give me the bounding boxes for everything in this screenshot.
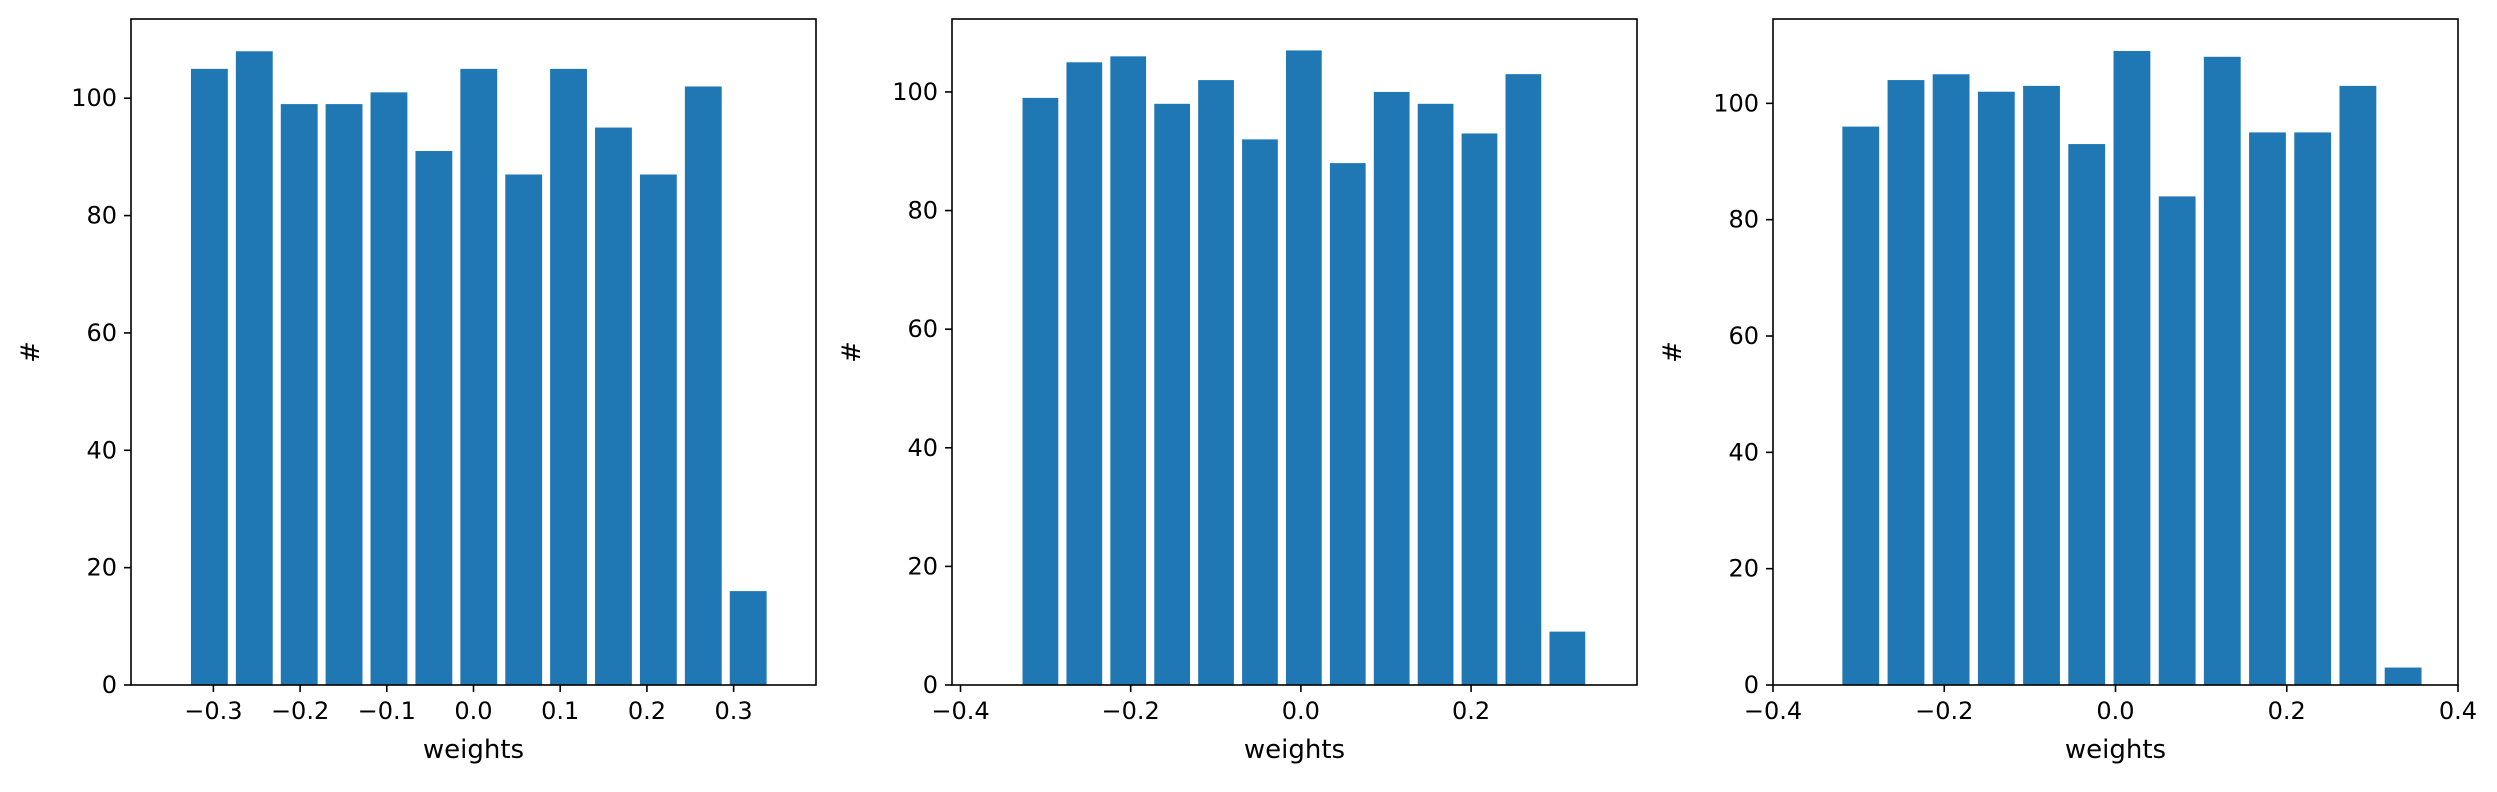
bar bbox=[280, 104, 318, 685]
bar bbox=[1461, 133, 1498, 685]
bar bbox=[415, 151, 453, 685]
y-tick-label: 80 bbox=[1728, 206, 1759, 234]
x-tick-label: −0.1 bbox=[358, 697, 416, 725]
y-axis-label: # bbox=[837, 341, 867, 363]
x-tick-label: −0.2 bbox=[271, 697, 329, 725]
y-tick-label: 60 bbox=[86, 319, 117, 347]
x-tick-label: 0.1 bbox=[541, 697, 579, 725]
y-tick-label: 0 bbox=[923, 671, 938, 699]
y-tick-label: 40 bbox=[907, 434, 938, 462]
bar bbox=[1242, 139, 1278, 685]
y-tick-label: 60 bbox=[1728, 322, 1759, 350]
bar bbox=[1066, 62, 1103, 686]
bar bbox=[1887, 80, 1925, 685]
bar bbox=[325, 104, 363, 685]
bar bbox=[639, 174, 677, 685]
x-tick-label: 0.4 bbox=[2439, 697, 2477, 725]
y-tick-label: 100 bbox=[1713, 89, 1759, 117]
x-axis-label: weights bbox=[423, 735, 524, 765]
axes-frame bbox=[951, 18, 1638, 686]
bar bbox=[370, 92, 408, 686]
x-tick-label: −0.3 bbox=[184, 697, 242, 725]
y-tick-label: 100 bbox=[71, 84, 117, 112]
x-tick-label: −0.2 bbox=[1915, 697, 1973, 725]
bar bbox=[1549, 631, 1586, 685]
bar bbox=[1154, 103, 1191, 685]
bar bbox=[1198, 80, 1234, 685]
histogram-left: −0.3 −0.2 −0.1 0.0 0.1 0.2 0.3 0 20 40 60 80 100 weig… bbox=[16, 18, 817, 765]
bar bbox=[1022, 97, 1059, 685]
y-axis-label: # bbox=[16, 341, 46, 363]
bar bbox=[684, 86, 722, 686]
bar bbox=[1505, 74, 1542, 685]
bar bbox=[2158, 196, 2196, 685]
bar bbox=[1417, 103, 1454, 685]
y-tick-label: 40 bbox=[86, 436, 117, 464]
x-tick-label: −0.4 bbox=[1744, 697, 1802, 725]
y-tick-label: 60 bbox=[907, 315, 938, 343]
y-tick-label: 100 bbox=[892, 78, 938, 106]
bar bbox=[2249, 132, 2286, 686]
x-tick-label: 0.0 bbox=[1282, 697, 1320, 725]
x-tick-label: 0.3 bbox=[715, 697, 753, 725]
y-tick-label: 20 bbox=[1728, 555, 1759, 583]
bar bbox=[460, 68, 498, 685]
y-tick-label: 0 bbox=[102, 671, 117, 699]
x-axis-label: weights bbox=[1244, 735, 1345, 765]
bar bbox=[190, 68, 228, 685]
bar bbox=[1932, 74, 1970, 685]
bar bbox=[1285, 50, 1322, 686]
bar bbox=[235, 51, 273, 685]
bar bbox=[1842, 126, 1880, 686]
bar bbox=[2339, 85, 2377, 685]
bar bbox=[1977, 91, 2015, 685]
bar bbox=[2203, 56, 2241, 686]
bar bbox=[2384, 667, 2422, 685]
bar bbox=[595, 127, 632, 685]
histogram-right: −0.4 −0.2 0.0 0.2 0.4 0 20 40 60 80 100 weights # bbox=[1658, 18, 2477, 765]
bar bbox=[2294, 132, 2332, 686]
y-tick-label: 80 bbox=[86, 202, 117, 230]
y-tick-label: 20 bbox=[907, 552, 938, 580]
bar bbox=[2113, 50, 2151, 686]
bar bbox=[2023, 85, 2060, 685]
bar bbox=[1373, 91, 1410, 685]
y-tick-label: 0 bbox=[1744, 671, 1759, 699]
bar bbox=[505, 174, 543, 685]
y-tick-label: 80 bbox=[907, 197, 938, 225]
bar bbox=[729, 591, 767, 685]
bar bbox=[550, 68, 587, 685]
y-tick-label: 20 bbox=[86, 554, 117, 582]
y-axis-label: # bbox=[1658, 341, 1688, 363]
x-tick-label: 0.0 bbox=[454, 697, 492, 725]
y-tick-label: 40 bbox=[1728, 438, 1759, 466]
bar bbox=[2068, 144, 2106, 685]
x-tick-label: −0.4 bbox=[931, 697, 989, 725]
x-tick-label: 0.2 bbox=[628, 697, 666, 725]
x-tick-label: 0.2 bbox=[2268, 697, 2306, 725]
x-tick-label: 0.2 bbox=[1452, 697, 1490, 725]
bar bbox=[1329, 163, 1366, 686]
histogram-middle: −0.4 −0.2 0.0 0.2 0 20 40 60 80 100 weights # bbox=[837, 18, 1638, 765]
x-tick-label: −0.2 bbox=[1102, 697, 1160, 725]
bar bbox=[1110, 56, 1147, 686]
x-tick-label: 0.0 bbox=[2096, 697, 2134, 725]
x-axis-label: weights bbox=[2065, 735, 2166, 765]
